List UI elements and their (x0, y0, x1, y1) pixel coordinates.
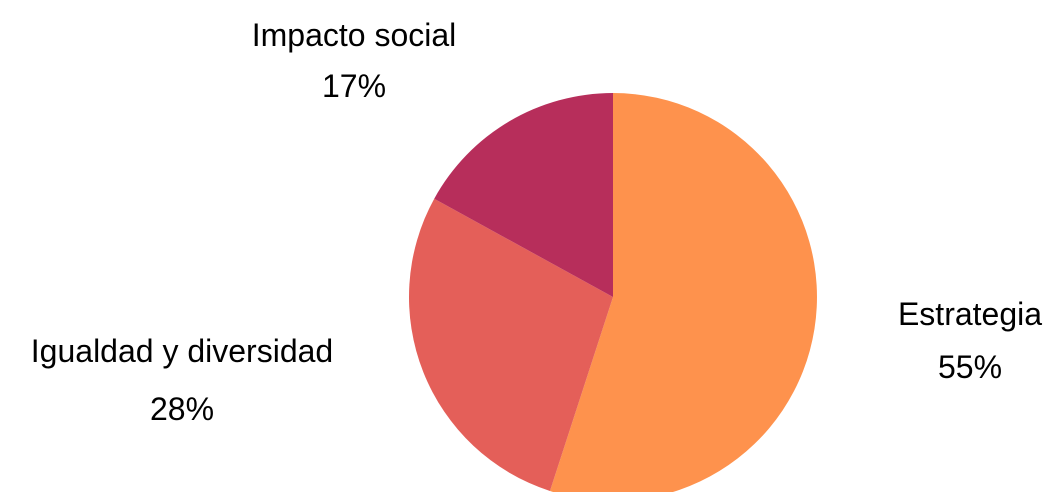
pie-slices (408, 93, 817, 492)
slice-label-value: 17% (322, 68, 386, 104)
pie-slice-igualdad-y-diversidad (408, 198, 613, 492)
slice-label-value: 55% (938, 349, 1002, 385)
slice-label-name: Impacto social (252, 17, 457, 53)
pie-slice-estrategia (549, 93, 817, 492)
slice-label-value: 28% (150, 391, 214, 427)
slice-label-name: Igualdad y diversidad (31, 333, 333, 369)
pie-slice-impacto-social (434, 93, 613, 297)
slice-label-name: Estrategia (898, 296, 1042, 332)
pie-labels: Estrategia 55% Igualdad y diversidad 28% Imp… (31, 17, 1042, 427)
